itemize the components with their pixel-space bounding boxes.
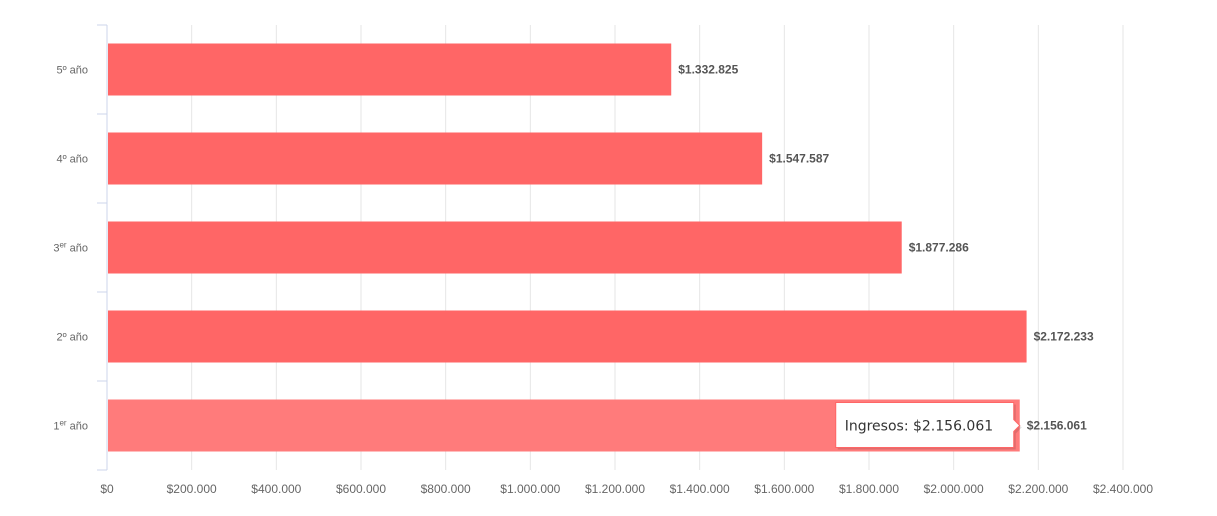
x-tick-label: $1.600.000 (754, 482, 814, 496)
category-label: 4º año (56, 154, 88, 166)
data-label: $1.332.825 (678, 63, 738, 77)
data-label: $2.172.233 (1034, 330, 1094, 344)
x-tick-label: $200.000 (167, 482, 217, 496)
x-tick-label: $1.400.000 (670, 482, 730, 496)
x-tick-label: $1.800.000 (839, 482, 899, 496)
x-tick-label: $1.000.000 (500, 482, 560, 496)
x-tick-label: $0 (100, 482, 114, 496)
x-tick-label: $800.000 (421, 482, 471, 496)
axes (97, 24, 108, 471)
bars (108, 43, 1027, 452)
labels: $0 $200.000 $400.000 $600.000 $800.000 $1.000… (53, 63, 1153, 497)
bar[interactable] (108, 132, 763, 185)
category-label: 5º año (56, 65, 88, 77)
category-label: 2º año (56, 332, 88, 344)
x-tick-label: $600.000 (336, 482, 386, 496)
category-label: 3er año (53, 241, 88, 255)
data-label: $1.877.286 (909, 241, 969, 255)
data-label: $1.547.587 (769, 152, 829, 166)
data-label: $2.156.061 (1027, 419, 1087, 433)
category-label: 1er año (53, 419, 88, 433)
tooltip-text: Ingresos: $2.156.061 (845, 419, 993, 435)
x-tick-label: $2.200.000 (1008, 482, 1068, 496)
bar[interactable] (108, 221, 902, 274)
x-tick-label: $400.000 (251, 482, 301, 496)
x-tick-label: $2.400.000 (1093, 482, 1153, 496)
tooltip-box (835, 402, 1021, 448)
x-tick-label: $1.200.000 (585, 482, 645, 496)
x-tick-label: $2.000.000 (924, 482, 984, 496)
bar[interactable] (108, 43, 672, 96)
bar[interactable] (108, 310, 1027, 363)
tooltip: Ingresos: $2.156.061 (835, 402, 1022, 450)
